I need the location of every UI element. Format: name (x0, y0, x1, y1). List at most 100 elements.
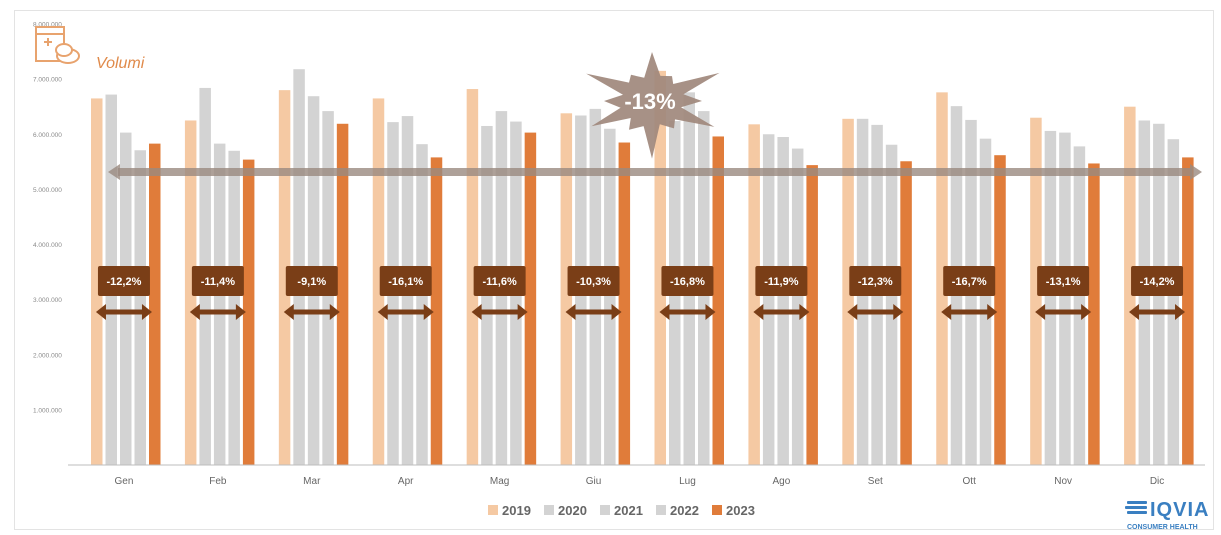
trend-arrow-head-right (1190, 164, 1202, 180)
y-tick-label: 7.000.000 (33, 77, 62, 84)
y-tick-label: 2.000.000 (33, 352, 62, 359)
double-arrow-head-right (329, 304, 340, 320)
bar-2023-ago (806, 165, 818, 465)
double-arrow-shaft (855, 309, 896, 315)
bar-2022-nov (1073, 146, 1086, 465)
double-arrow-head-right (141, 304, 152, 320)
legend-swatch-2021 (600, 505, 610, 515)
double-arrow-head-left (1129, 304, 1140, 320)
change-label: -16,7% (952, 276, 987, 288)
y-tick-label: 4.000.000 (33, 242, 62, 249)
change-badge (379, 266, 432, 296)
double-arrow-head-left (1035, 304, 1046, 320)
double-arrow-shaft (197, 309, 238, 315)
bar-2022-ago (791, 148, 804, 465)
x-tick-label: Lug (679, 476, 696, 487)
bar-2021-feb (213, 143, 226, 465)
bar-2022-set (885, 144, 898, 465)
legend-label-2020: 2020 (558, 503, 587, 518)
bar-2021-gen (120, 132, 132, 465)
change-label: -11,9% (764, 276, 798, 288)
legend-label-2021: 2021 (614, 503, 643, 518)
bar-2019-ott (936, 92, 948, 465)
double-arrow-head-left (95, 304, 106, 320)
bar-2023-gen (149, 143, 161, 465)
bar-2019-mag (466, 89, 479, 466)
bar-2022-dic (1167, 139, 1180, 465)
x-tick-label: Giu (586, 476, 602, 487)
legend-swatch-2023 (712, 505, 722, 515)
change-badge (473, 266, 526, 296)
logo-subtext: CONSUMER HEALTH (1127, 524, 1198, 531)
bar-2020-ago (762, 134, 775, 465)
double-arrow-head-left (565, 304, 576, 320)
bars: Gen Feb Mar Apr Mag Giu Lug Ago Set Ott Nov Dic (91, 69, 1194, 487)
change-badge (191, 266, 244, 296)
y-axis: 1.000.000 2.000.000 3.000.000 4.000.000 5.00… (33, 22, 62, 415)
change-badge (849, 266, 902, 296)
trend-arrow (108, 164, 1202, 180)
annotation-label: -13% (624, 89, 675, 114)
double-arrow-shaft (761, 309, 802, 315)
change-label: -12,3% (858, 276, 893, 288)
x-tick-label: Ott (963, 476, 977, 487)
change-label: -13,1% (1046, 276, 1081, 288)
legend: 2019 2020 2021 2022 2023 (488, 503, 755, 518)
double-arrow-shaft (1137, 309, 1178, 315)
bar-2022-feb (228, 150, 240, 465)
double-arrow-shaft (667, 309, 708, 315)
change-label: -16,8% (670, 276, 705, 288)
bar-2019-feb (184, 120, 197, 465)
annotation-burst: -13% (586, 52, 720, 159)
legend-label-2023: 2023 (726, 503, 755, 518)
bar-2019-mar (278, 90, 291, 466)
x-tick-label: Set (868, 476, 883, 487)
bar-2023-mar (336, 123, 349, 466)
bar-2023-ott (994, 155, 1006, 465)
bar-2019-nov (1030, 117, 1042, 466)
bar-2023-set (900, 161, 912, 466)
bar-2019-gen (91, 98, 103, 465)
y-tick-label: 3.000.000 (33, 297, 62, 304)
x-tick-label: Gen (115, 476, 134, 487)
double-arrow-head-left (941, 304, 952, 320)
double-arrow-head-left (471, 304, 482, 320)
trend-arrow-shaft (118, 168, 1192, 176)
iqvia-logo: IQVIA CONSUMER HEALTH (1125, 499, 1209, 531)
bar-2023-mag (524, 132, 537, 465)
iqvia-mark-icon (1125, 501, 1147, 514)
bar-2022-gen (134, 150, 146, 465)
legend-label-2019: 2019 (502, 503, 531, 518)
double-arrow-head-left (283, 304, 294, 320)
double-arrow-head-right (893, 304, 904, 320)
x-tick-label: Ago (772, 476, 790, 487)
trend-arrow-head-left (108, 164, 120, 180)
double-arrow-head-right (611, 304, 622, 320)
double-arrow-head-right (705, 304, 716, 320)
change-badge (943, 266, 996, 296)
bar-2020-nov (1044, 130, 1057, 465)
double-arrow-shaft (103, 309, 144, 315)
double-arrow-head-right (799, 304, 810, 320)
bar-2022-giu (604, 128, 616, 466)
change-badge (285, 266, 338, 296)
bar-2021-ago (777, 137, 789, 465)
legend-label-2022: 2022 (670, 503, 699, 518)
burst-shape (586, 52, 720, 159)
double-arrow-head-left (189, 304, 200, 320)
double-arrow-head-right (1175, 304, 1186, 320)
y-tick-label: 1.000.000 (33, 407, 62, 414)
bar-2023-apr (430, 157, 443, 465)
x-tick-label: Mag (490, 476, 509, 487)
double-arrow-shaft (949, 309, 990, 315)
x-tick-label: Mar (303, 476, 321, 487)
y-tick-label: 8.000.000 (33, 22, 62, 29)
pharmacy-pills-icon (35, 26, 80, 64)
logo-text: IQVIA (1150, 499, 1209, 521)
chart-title: Volumi (96, 55, 145, 72)
x-tick-label: Feb (209, 476, 227, 487)
change-label: -16,1% (388, 276, 423, 288)
x-tick-label: Nov (1054, 476, 1072, 487)
